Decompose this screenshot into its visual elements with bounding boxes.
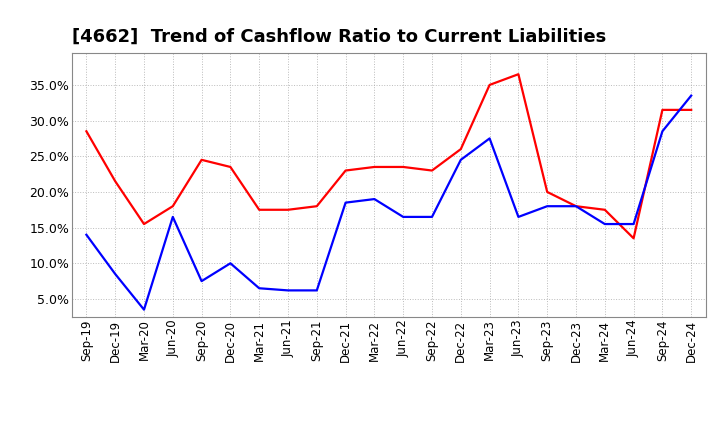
Free CF to Current Liabilities bbox=[543, 204, 552, 209]
Operating CF to Current Liabilities bbox=[197, 157, 206, 162]
Free CF to Current Liabilities bbox=[111, 271, 120, 277]
Free CF to Current Liabilities bbox=[284, 288, 292, 293]
Line: Operating CF to Current Liabilities: Operating CF to Current Liabilities bbox=[86, 74, 691, 238]
Operating CF to Current Liabilities bbox=[255, 207, 264, 213]
Free CF to Current Liabilities bbox=[370, 196, 379, 202]
Free CF to Current Liabilities bbox=[687, 93, 696, 98]
Free CF to Current Liabilities bbox=[428, 214, 436, 220]
Free CF to Current Liabilities bbox=[341, 200, 350, 205]
Operating CF to Current Liabilities bbox=[485, 82, 494, 88]
Operating CF to Current Liabilities bbox=[111, 179, 120, 184]
Free CF to Current Liabilities bbox=[572, 204, 580, 209]
Free CF to Current Liabilities bbox=[82, 232, 91, 238]
Free CF to Current Liabilities bbox=[255, 286, 264, 291]
Operating CF to Current Liabilities bbox=[226, 164, 235, 169]
Operating CF to Current Liabilities bbox=[514, 72, 523, 77]
Operating CF to Current Liabilities bbox=[284, 207, 292, 213]
Operating CF to Current Liabilities bbox=[572, 204, 580, 209]
Free CF to Current Liabilities bbox=[168, 214, 177, 220]
Line: Free CF to Current Liabilities: Free CF to Current Liabilities bbox=[86, 95, 691, 310]
Operating CF to Current Liabilities bbox=[140, 221, 148, 227]
Free CF to Current Liabilities bbox=[629, 221, 638, 227]
Free CF to Current Liabilities bbox=[456, 157, 465, 162]
Operating CF to Current Liabilities bbox=[312, 204, 321, 209]
Free CF to Current Liabilities bbox=[140, 307, 148, 312]
Operating CF to Current Liabilities bbox=[629, 236, 638, 241]
Free CF to Current Liabilities bbox=[600, 221, 609, 227]
Free CF to Current Liabilities bbox=[485, 136, 494, 141]
Operating CF to Current Liabilities bbox=[543, 189, 552, 194]
Text: [4662]  Trend of Cashflow Ratio to Current Liabilities: [4662] Trend of Cashflow Ratio to Curren… bbox=[72, 28, 606, 46]
Free CF to Current Liabilities bbox=[399, 214, 408, 220]
Operating CF to Current Liabilities bbox=[456, 147, 465, 152]
Operating CF to Current Liabilities bbox=[399, 164, 408, 169]
Operating CF to Current Liabilities bbox=[341, 168, 350, 173]
Free CF to Current Liabilities bbox=[312, 288, 321, 293]
Operating CF to Current Liabilities bbox=[687, 107, 696, 113]
Operating CF to Current Liabilities bbox=[658, 107, 667, 113]
Free CF to Current Liabilities bbox=[226, 260, 235, 266]
Operating CF to Current Liabilities bbox=[428, 168, 436, 173]
Operating CF to Current Liabilities bbox=[82, 128, 91, 134]
Free CF to Current Liabilities bbox=[514, 214, 523, 220]
Operating CF to Current Liabilities bbox=[168, 204, 177, 209]
Operating CF to Current Liabilities bbox=[600, 207, 609, 213]
Free CF to Current Liabilities bbox=[658, 128, 667, 134]
Operating CF to Current Liabilities bbox=[370, 164, 379, 169]
Free CF to Current Liabilities bbox=[197, 279, 206, 284]
